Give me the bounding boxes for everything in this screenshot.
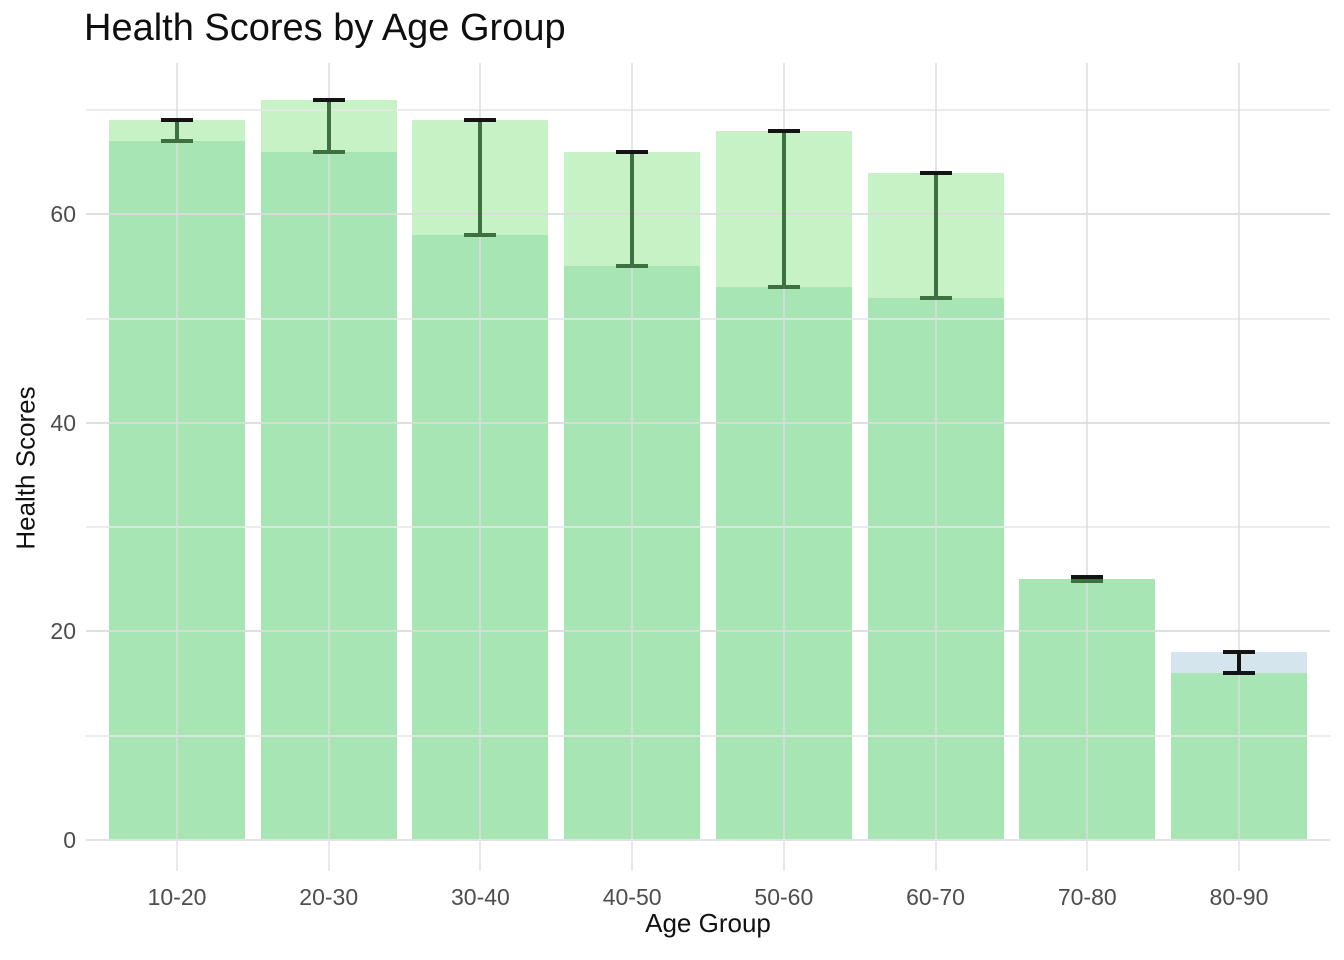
x-tick-50-60 <box>782 841 785 871</box>
errorbar-stem-40-50 <box>630 151 635 267</box>
gridline-v-10-20 <box>176 63 178 840</box>
errorbar-cap-top-70-80 <box>1071 575 1104 580</box>
plot-panel <box>86 63 1330 840</box>
gridline-h-60 <box>86 213 1330 216</box>
x-tick-20-30 <box>327 841 330 871</box>
errorbar-cap-top-40-50 <box>616 149 649 154</box>
y-tick-label-60: 60 <box>50 201 76 228</box>
x-tick-10-20 <box>176 841 178 871</box>
errorbar-cap-top-10-20 <box>161 118 193 123</box>
errorbar-cap-bottom-80-90 <box>1222 671 1255 676</box>
x-tick-label-10-20: 10-20 <box>147 884 207 910</box>
errorbar-stem-80-90 <box>1236 652 1241 674</box>
y-tick-label-20: 20 <box>50 618 76 645</box>
gridline-v-30-40 <box>479 63 482 840</box>
x-tick-30-40 <box>479 841 482 871</box>
errorbar-stem-60-70 <box>933 172 938 298</box>
errorbar-cap-top-80-90 <box>1222 650 1255 655</box>
x-tick-80-90 <box>1237 841 1240 871</box>
x-tick-label-30-40: 30-40 <box>450 884 510 910</box>
errorbar-stem-30-40 <box>478 120 483 236</box>
gridline-h-20 <box>86 630 1330 633</box>
x-tick-label-40-50: 40-50 <box>602 884 662 910</box>
gridline-v-80-90 <box>1237 63 1240 840</box>
y-tick-label-40: 40 <box>50 409 76 436</box>
gridline-v-40-50 <box>631 63 634 840</box>
errorbar-stem-10-20 <box>175 120 179 142</box>
errorbar-cap-bottom-30-40 <box>464 233 497 238</box>
x-tick-70-80 <box>1086 841 1089 871</box>
errorbar-cap-top-50-60 <box>767 128 800 133</box>
x-tick-label-50-60: 50-60 <box>754 884 814 910</box>
errorbar-cap-bottom-70-80 <box>1071 579 1104 584</box>
errorbar-cap-bottom-10-20 <box>161 139 193 144</box>
x-tick-label-80-90: 80-90 <box>1209 884 1269 910</box>
x-axis-title: Age Group <box>645 908 771 938</box>
errorbar-cap-top-20-30 <box>312 97 345 102</box>
x-tick-40-50 <box>631 841 634 871</box>
errorbar-stem-70-80 <box>1085 577 1090 582</box>
errorbar-stem-20-30 <box>326 99 331 152</box>
errorbar-cap-bottom-60-70 <box>919 295 952 300</box>
chart-title: Health Scores by Age Group <box>84 7 566 49</box>
x-tick-label-20-30: 20-30 <box>299 884 359 910</box>
errorbar-cap-bottom-20-30 <box>312 149 345 154</box>
x-axis-line <box>86 839 1330 841</box>
gridline-v-20-30 <box>327 63 330 840</box>
x-tick-60-70 <box>934 841 937 871</box>
gridline-h-minor-30 <box>86 526 1330 529</box>
errorbar-cap-top-30-40 <box>464 118 497 123</box>
gridline-h-minor-70 <box>86 108 1330 111</box>
x-tick-label-60-70: 60-70 <box>906 884 965 910</box>
gridline-v-50-60 <box>782 63 785 840</box>
gridline-h-minor-50 <box>86 317 1330 320</box>
errorbar-cap-bottom-50-60 <box>767 285 800 290</box>
errorbar-stem-50-60 <box>781 130 786 288</box>
gridline-v-60-70 <box>934 63 937 840</box>
gridline-h-40 <box>86 421 1330 424</box>
y-tick-label-0: 0 <box>63 827 76 853</box>
errorbar-cap-top-60-70 <box>919 170 952 175</box>
gridline-h-minor-10 <box>86 734 1330 737</box>
gridline-v-70-80 <box>1086 63 1089 840</box>
errorbar-cap-bottom-40-50 <box>616 264 649 269</box>
x-tick-label-70-80: 70-80 <box>1057 884 1117 910</box>
